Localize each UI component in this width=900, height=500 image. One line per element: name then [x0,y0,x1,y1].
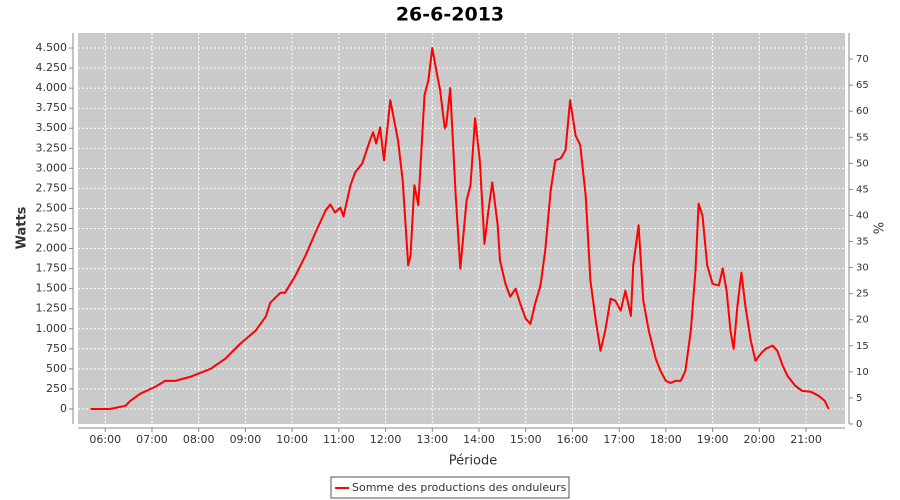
y-tick-label: 1.250 [36,302,68,315]
y-tick-label: 2.500 [36,201,68,214]
y-tick-label: 4.000 [36,81,68,94]
x-tick-label: 20:00 [743,433,775,446]
x-tick-label: 12:00 [370,433,402,446]
y2-tick-label: 15 [856,341,869,352]
x-axis-label: Période [449,454,498,469]
x-tick-label: 07:00 [136,433,168,446]
x-tick-label: 21:00 [790,433,822,446]
y-tick-label: 1.750 [36,262,68,275]
y2-tick-label: 10 [856,367,869,378]
y-tick-label: 1.500 [36,282,68,295]
y-tick-label: 2.250 [36,222,68,235]
y-tick-label: 500 [46,362,67,375]
y2-tick-label: 65 [856,80,869,91]
data-line [90,47,830,410]
y2-tick-label: 25 [856,289,869,300]
y2-tick-label: 0 [856,419,862,430]
x-tick-label: 10:00 [276,433,308,446]
y-tick-label: 3.750 [36,101,68,114]
x-tick-label: 08:00 [183,433,215,446]
x-tick-label: 17:00 [603,433,635,446]
y2-tick-label: 35 [856,237,869,248]
legend-box [330,476,570,499]
x-tick-label: 14:00 [463,433,495,446]
x-tick-label: 11:00 [323,433,355,446]
chart-title: 26-6-2013 [396,4,504,26]
y2-axis-label: % [873,222,888,234]
y2-tick-label: 60 [856,106,869,117]
y-tick-label: 1.000 [36,322,68,335]
plot-area [78,33,845,424]
x-tick-label: 19:00 [697,433,729,446]
y-tick-label: 3.500 [36,121,68,134]
x-tick-label: 13:00 [416,433,448,446]
y-tick-label: 4.250 [36,61,68,74]
x-tick-label: 15:00 [510,433,542,446]
y2-tick-label: 30 [856,263,869,274]
y-axis-label: Watts [15,206,30,249]
y2-tick-label: 45 [856,184,869,195]
x-tick-label: 18:00 [650,433,682,446]
y2-tick-label: 55 [856,132,869,143]
y2-tick-label: 20 [856,315,869,326]
y2-tick-label: 50 [856,158,869,169]
x-tick-label: 06:00 [89,433,121,446]
y2-tick-label: 70 [856,54,869,65]
legend-label: Somme des productions des onduleurs [352,481,567,494]
y-tick-label: 0 [60,402,67,415]
y-tick-label: 3.000 [36,161,68,174]
y2-tick-label: 5 [856,393,862,404]
y-tick-label: 4.500 [36,41,68,54]
y2-tick-label: 40 [856,210,869,221]
y-tick-label: 3.250 [36,141,68,154]
y-tick-label: 250 [46,382,67,395]
x-tick-label: 09:00 [230,433,262,446]
x-tick-label: 16:00 [557,433,589,446]
y-tick-label: 750 [46,342,67,355]
y-tick-label: 2.000 [36,242,68,255]
y-tick-label: 2.750 [36,181,68,194]
